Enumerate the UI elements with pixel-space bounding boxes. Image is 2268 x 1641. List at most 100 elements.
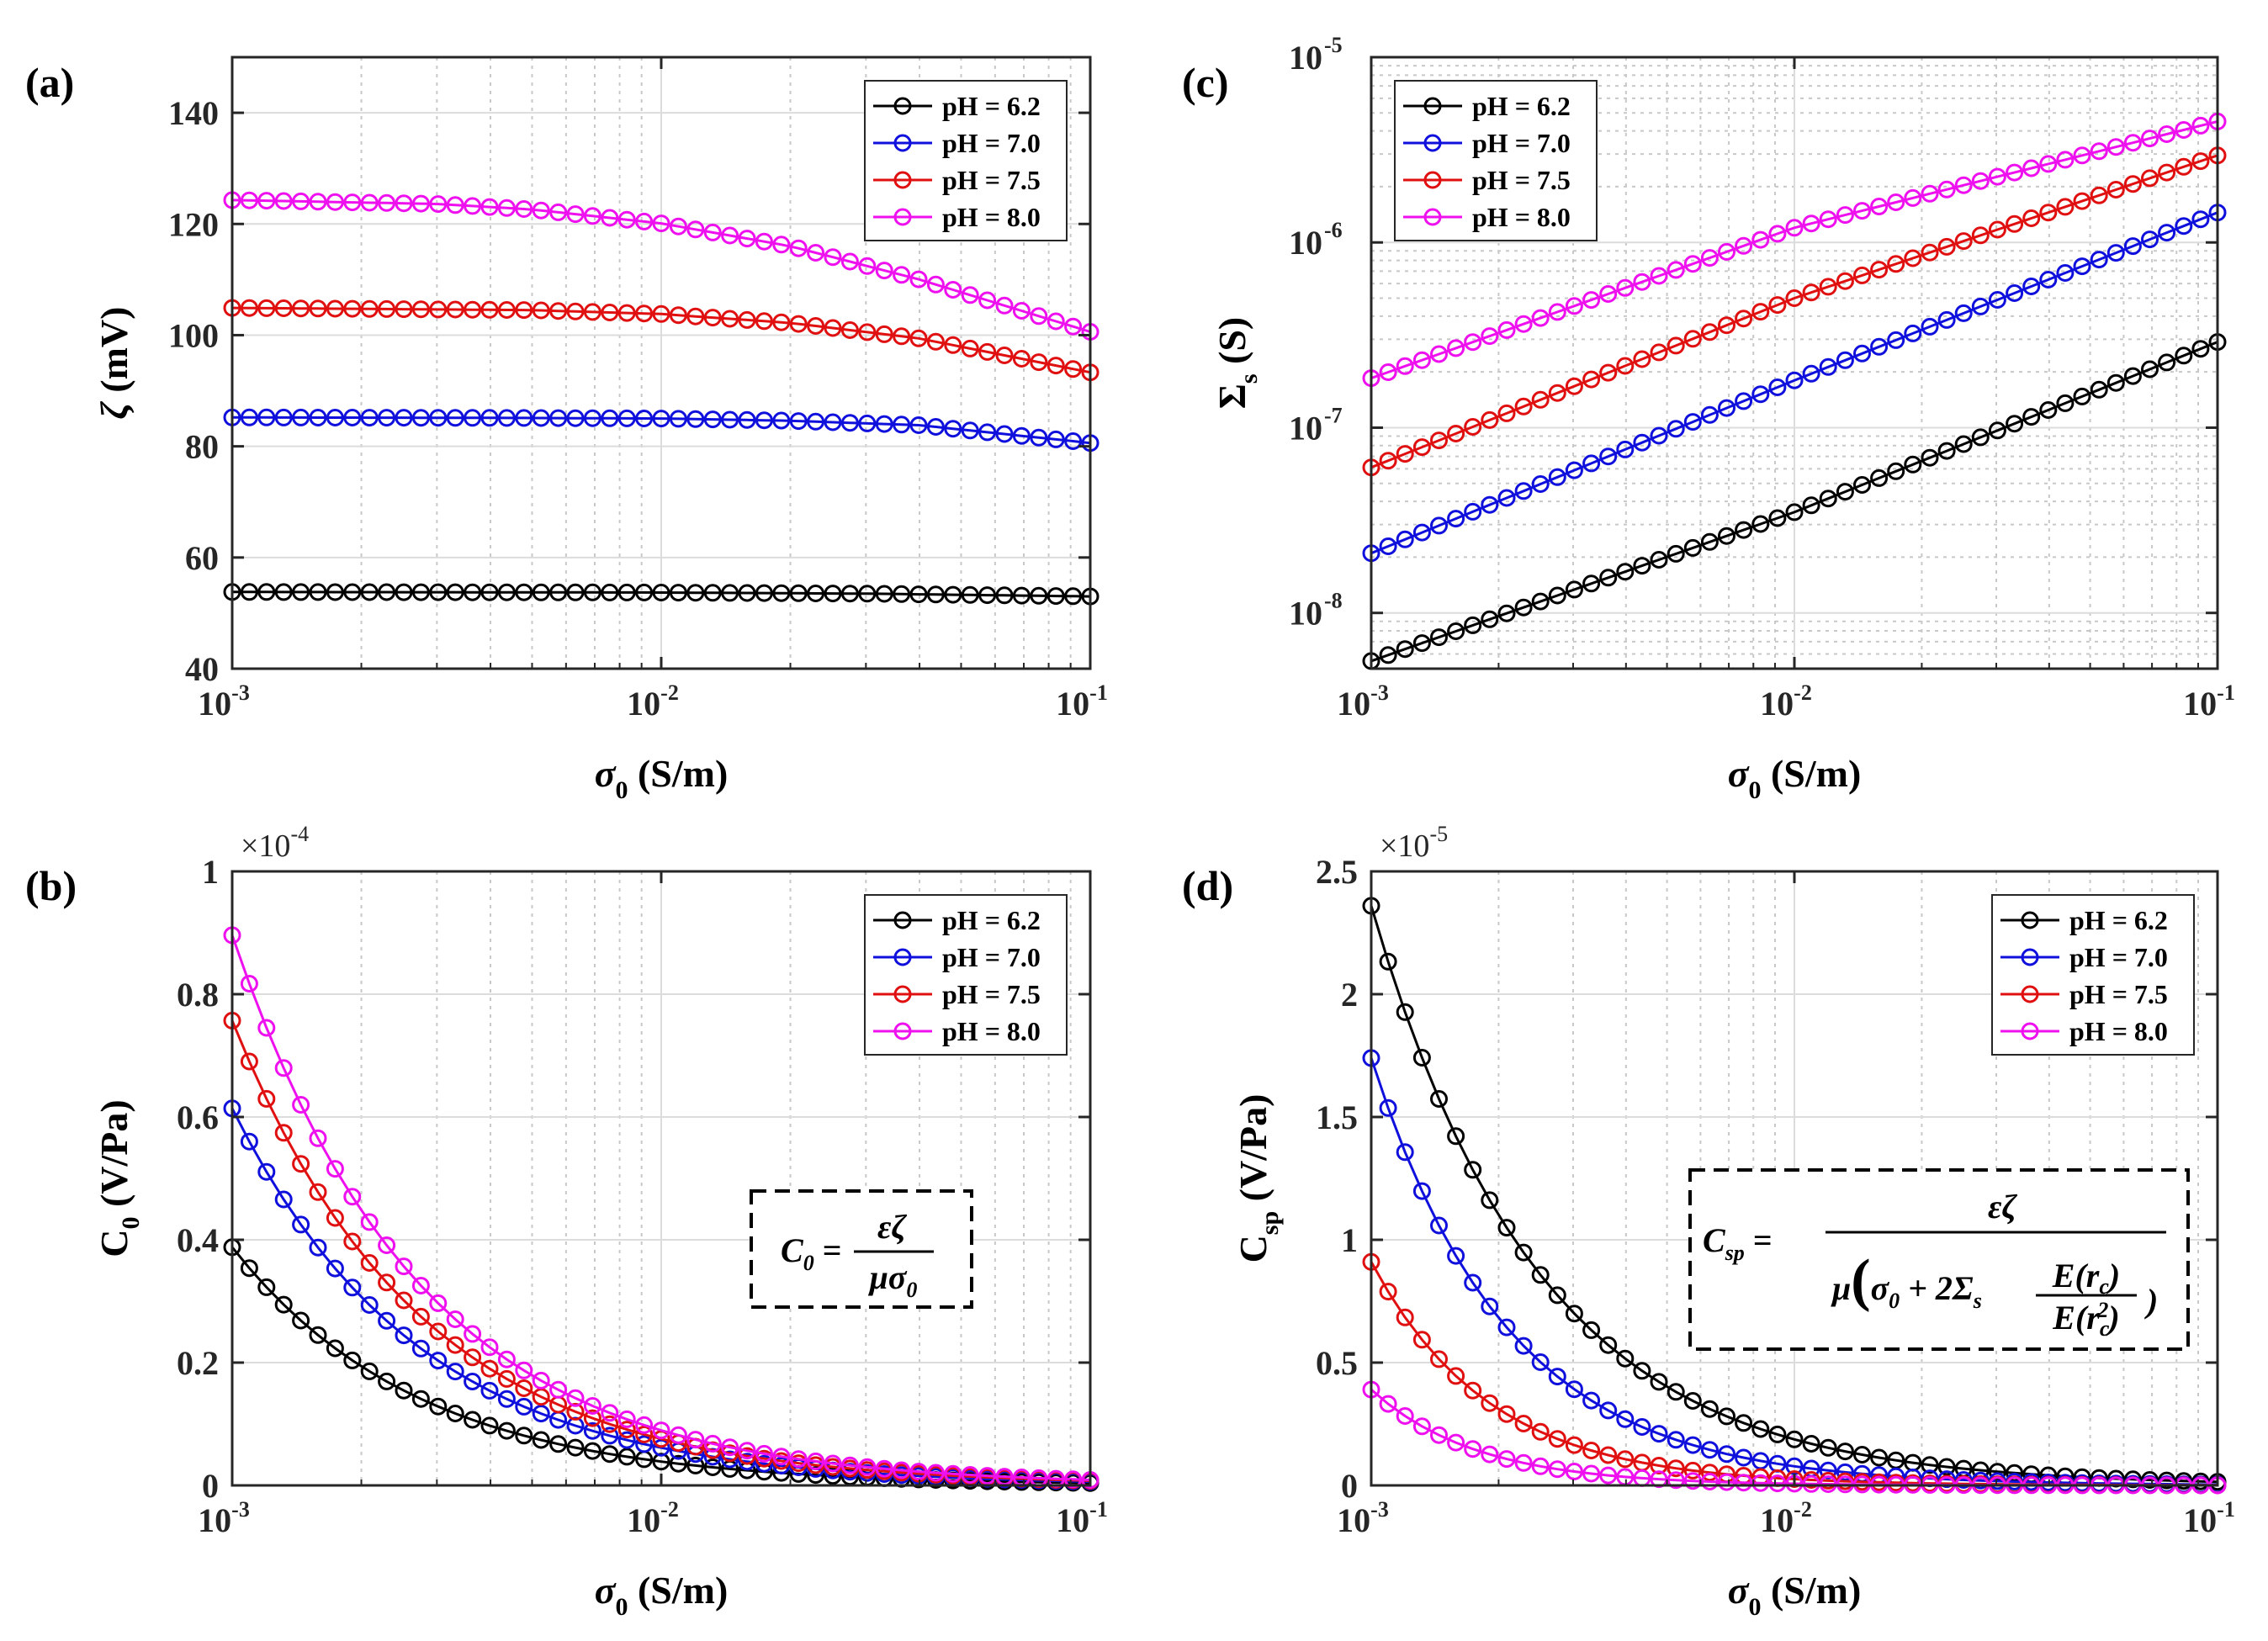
data-point [1667,336,1685,355]
data-point [961,286,979,304]
data-point [1396,1407,1414,1425]
data-point [1565,297,1583,315]
data-point [497,1350,516,1368]
data-point [343,409,362,426]
data-point [1735,310,1753,328]
legend-entry: pH = 8.0 [942,202,1041,232]
data-point [1464,502,1482,521]
series-line-80 [1370,119,2218,380]
data-point [875,585,893,603]
data-point [789,315,808,333]
data-point [464,409,482,427]
data-point [395,194,413,213]
data-point [1447,425,1465,442]
legend-marker [893,208,912,226]
data-point [1819,210,1837,229]
data-point [1497,1219,1516,1237]
x-tick-label: 10-2 [1760,680,1812,723]
data-point [360,193,379,212]
data-point [1531,1266,1550,1284]
data-point [635,1416,654,1434]
data-point [583,1409,601,1427]
y-tick-label-exponent: -6 [1324,218,1343,242]
data-point [395,1291,413,1310]
data-point [824,413,842,431]
data-point [292,1096,310,1114]
data-point [1819,1461,1837,1480]
data-point [669,1426,687,1444]
data-point [429,195,448,214]
legend-entry: pH = 8.0 [1472,202,1571,232]
legend-entry: pH = 7.0 [942,128,1041,158]
data-point [1650,1457,1668,1474]
x-tick-label: 10-1 [1056,680,1108,723]
legend: pH = 6.2 pH = 7.0 pH = 7.5 pH = 8.0 [864,80,1068,241]
data-point [343,299,362,318]
data-point [1700,1400,1719,1418]
data-point [1937,180,1956,199]
data-point [1464,1273,1482,1292]
data-point [292,1215,310,1234]
data-point [1412,438,1431,457]
data-point [274,408,293,426]
data-point [1531,475,1550,493]
data-point [326,409,344,426]
data-point [995,586,1014,605]
panel-label-c: (c) [1182,59,1229,106]
data-point [1047,430,1065,448]
data-point [1718,1407,1735,1426]
legend-marker [893,97,912,115]
data-point [686,584,705,602]
data-point [1836,1442,1854,1461]
data-point [446,300,464,319]
y-tick-label: 80 [185,428,219,466]
data-point [1599,1336,1618,1354]
legend: pH = 6.2 pH = 7.0 pH = 7.5 pH = 8.0 [864,894,1068,1056]
data-point [378,409,396,427]
data-point [360,299,379,318]
data-point [1514,397,1533,416]
data-point [703,1458,722,1476]
legend: pH = 6.2 pH = 7.0 pH = 7.5 pH = 8.0 [1394,80,1598,241]
data-point [446,409,464,427]
data-point [309,1326,327,1344]
data-point [1633,433,1651,452]
data-point [240,1132,258,1151]
data-point [1683,1461,1702,1480]
data-point [2073,387,2091,405]
data-point [532,1371,550,1390]
data-point [1497,404,1516,422]
data-point [1548,1460,1566,1479]
data-point [309,299,327,318]
formula-denominator: μσ0 [868,1258,918,1302]
data-point [1904,324,1922,342]
data-point [2175,217,2193,236]
data-point [1718,242,1735,261]
data-point [446,1363,464,1381]
x-tick-label: 10-3 [198,680,250,723]
data-point [1751,515,1770,533]
data-point [652,1421,670,1440]
data-point [464,300,482,319]
data-point [309,409,327,426]
data-point [360,583,379,601]
data-point [1768,509,1787,527]
legend-marker [893,985,912,1003]
data-point [686,410,705,428]
data-point [1802,214,1820,233]
y-tick-label-exponent: -8 [1324,589,1343,613]
data-point [378,1236,396,1254]
chart-panel-b: 10-3 10-2 10-1 0 0.2 0.4 0.6 0.8 1 σ0 (S/m) C0 (V/… [93,822,1108,1621]
data-point [2123,237,2142,256]
data-point [1819,1438,1837,1457]
data-point [772,1448,791,1466]
data-point [1735,1448,1753,1467]
data-point [343,1188,362,1206]
data-point [515,1427,533,1445]
formula-inner-denominator: E(rc2) [2052,1298,2119,1341]
data-point [1548,586,1566,605]
data-point [840,321,859,339]
data-point [738,1453,756,1471]
data-point [1379,452,1397,470]
data-point [721,1450,739,1469]
